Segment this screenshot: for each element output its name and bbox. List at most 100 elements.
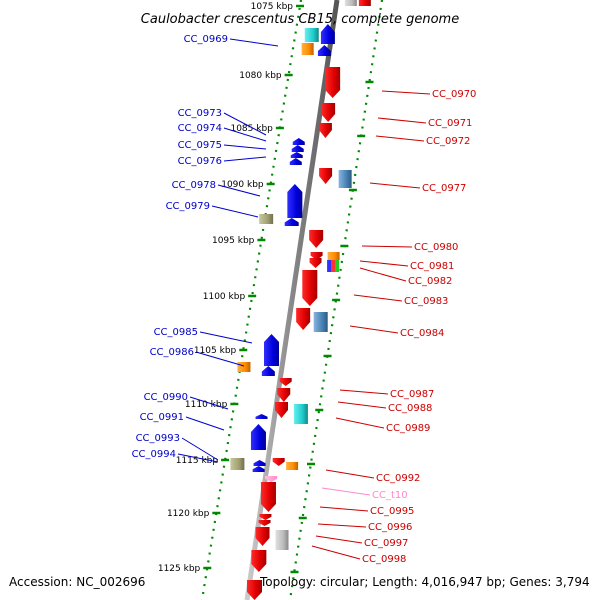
gene-label-left[interactable]: CC_0973 [178, 108, 222, 119]
gene-label-left[interactable]: CC_0978 [172, 180, 216, 191]
feature-red-0988b[interactable] [275, 402, 288, 418]
feature-blue-0974[interactable] [291, 145, 304, 152]
gene-label-right[interactable]: CC_0980 [414, 242, 458, 253]
feature-blue-0985[interactable] [264, 334, 279, 366]
scale-ticks: 1075 kbp 1080 kbp 1085 kbp 1090 kbp 1095 kbp… [158, 2, 374, 574]
feature-red-0970[interactable] [325, 67, 341, 98]
gene-label-right[interactable]: CC_0983 [404, 296, 448, 307]
feature-blue-0985b[interactable] [261, 366, 275, 376]
feature-olive-0979[interactable] [259, 214, 274, 224]
feature-blue-0969a[interactable] [320, 24, 335, 44]
feature-red-0998[interactable] [251, 550, 267, 572]
leader-line [359, 267, 407, 282]
leader-line [369, 182, 421, 189]
feature-red-top[interactable] [358, 0, 371, 6]
leader-line [325, 469, 375, 479]
gene-label-left[interactable]: CC_0985 [154, 327, 198, 338]
feature-steel-0977[interactable] [338, 170, 352, 188]
gene-label-left[interactable]: CC_0994 [132, 449, 176, 460]
feature-blue-0976[interactable] [289, 158, 302, 165]
gene-label-right[interactable]: CC_0981 [410, 261, 454, 272]
feature-red-0971[interactable] [321, 103, 336, 122]
leader-line [349, 325, 399, 334]
feature-blue-0993[interactable] [253, 460, 266, 466]
feature-red-0997[interactable] [255, 527, 270, 546]
feature-red-0996b[interactable] [258, 520, 271, 526]
gene-label-right[interactable]: CC_0996 [368, 522, 412, 533]
feature-pink-t10[interactable] [265, 476, 278, 482]
feature-blue-0990[interactable] [255, 414, 268, 419]
gene-labels: CC_0969 CC_0973 CC_0974 CC_0975 CC_0976 CC_09… [132, 34, 477, 565]
scale-label: 1085 kbp [230, 124, 273, 134]
feature-red-0995[interactable] [260, 482, 276, 512]
feature-blue-0973[interactable] [292, 138, 305, 145]
gene-label-left[interactable]: CC_0991 [140, 412, 184, 423]
feature-steel-0984[interactable] [313, 312, 328, 332]
gene-label-right[interactable]: CC_0987 [390, 389, 434, 400]
feature-red-0983[interactable] [302, 270, 318, 306]
feature-red-bottom[interactable] [247, 580, 262, 600]
leader-line [359, 260, 409, 267]
scale-label: 1120 kbp [167, 509, 210, 519]
feature-orange-0981[interactable] [327, 252, 340, 260]
feature-olive-0994[interactable] [230, 458, 245, 470]
feature-red-0988[interactable] [277, 388, 291, 402]
gene-label-right[interactable]: CC_0977 [422, 183, 466, 194]
gene-label-right[interactable]: CC_0997 [364, 538, 408, 549]
gene-label-right[interactable]: CC_0984 [400, 328, 444, 339]
gene-label-left[interactable]: CC_0993 [136, 433, 180, 444]
leader-line [337, 401, 387, 409]
gene-label-right[interactable]: CC_0989 [386, 423, 430, 434]
feature-cyan-0969[interactable] [304, 28, 319, 42]
scale-label: 1110 kbp [185, 400, 228, 410]
feature-red-0987[interactable] [279, 378, 292, 386]
left-guide-line [200, 0, 303, 600]
gene-label-right[interactable]: CC_0995 [370, 506, 414, 517]
feature-red-0980[interactable] [309, 230, 324, 248]
feature-red-0977[interactable] [319, 168, 333, 184]
feature-orange-0986[interactable] [237, 362, 251, 372]
feature-cyan-0989[interactable] [293, 404, 308, 424]
feature-blue-0979[interactable] [284, 218, 299, 226]
gene-label-left[interactable]: CC_0969 [184, 34, 228, 45]
feature-red-0982[interactable] [309, 258, 322, 268]
feature-blue-0994[interactable] [252, 466, 265, 472]
gene-label-left[interactable]: CC_0975 [178, 140, 222, 151]
feature-red-0992a[interactable] [272, 458, 285, 466]
gene-label-right[interactable]: CC_t10 [372, 490, 408, 501]
leader-line [217, 184, 261, 197]
feature-red-0972[interactable] [318, 123, 332, 138]
gene-label-right[interactable]: CC_0988 [388, 403, 432, 414]
feature-grey-top[interactable] [344, 0, 357, 6]
feature-blue-0978[interactable] [287, 184, 303, 218]
feature-orange-0992[interactable] [286, 462, 299, 470]
feature-orange-0969[interactable] [301, 43, 314, 55]
gene-label-right[interactable]: CC_0972 [426, 136, 470, 147]
feature-blue-0991[interactable] [250, 424, 266, 450]
leader-line [199, 331, 253, 344]
gene-label-left[interactable]: CC_0986 [150, 347, 194, 358]
gene-label-left[interactable]: CC_0974 [178, 123, 222, 134]
leader-line [185, 416, 225, 431]
gene-label-right[interactable]: CC_0971 [428, 118, 472, 129]
leader-line [315, 535, 363, 544]
gene-label-right[interactable]: CC_0982 [408, 276, 452, 287]
feature-blue-0975[interactable] [290, 152, 303, 158]
feature-blue-0969b[interactable] [317, 45, 331, 56]
gene-label-right[interactable]: CC_0992 [376, 473, 420, 484]
feature-multi-0982[interactable] [327, 260, 340, 272]
feature-red-0981[interactable] [310, 252, 323, 260]
gene-label-left[interactable]: CC_0990 [144, 392, 188, 403]
scale-label: 1115 kbp [176, 456, 219, 466]
feature-gray-0997[interactable] [275, 530, 289, 550]
gene-label-left[interactable]: CC_0979 [166, 201, 210, 212]
feature-red-0996[interactable] [259, 514, 272, 520]
gene-label-right[interactable]: CC_0998 [362, 554, 406, 565]
feature-red-0984[interactable] [296, 308, 311, 330]
leader-line [317, 523, 367, 528]
leader-line [181, 437, 219, 461]
gene-label-right[interactable]: CC_0970 [432, 89, 476, 100]
leader-line [195, 351, 245, 367]
gene-label-left[interactable]: CC_0976 [178, 156, 222, 167]
